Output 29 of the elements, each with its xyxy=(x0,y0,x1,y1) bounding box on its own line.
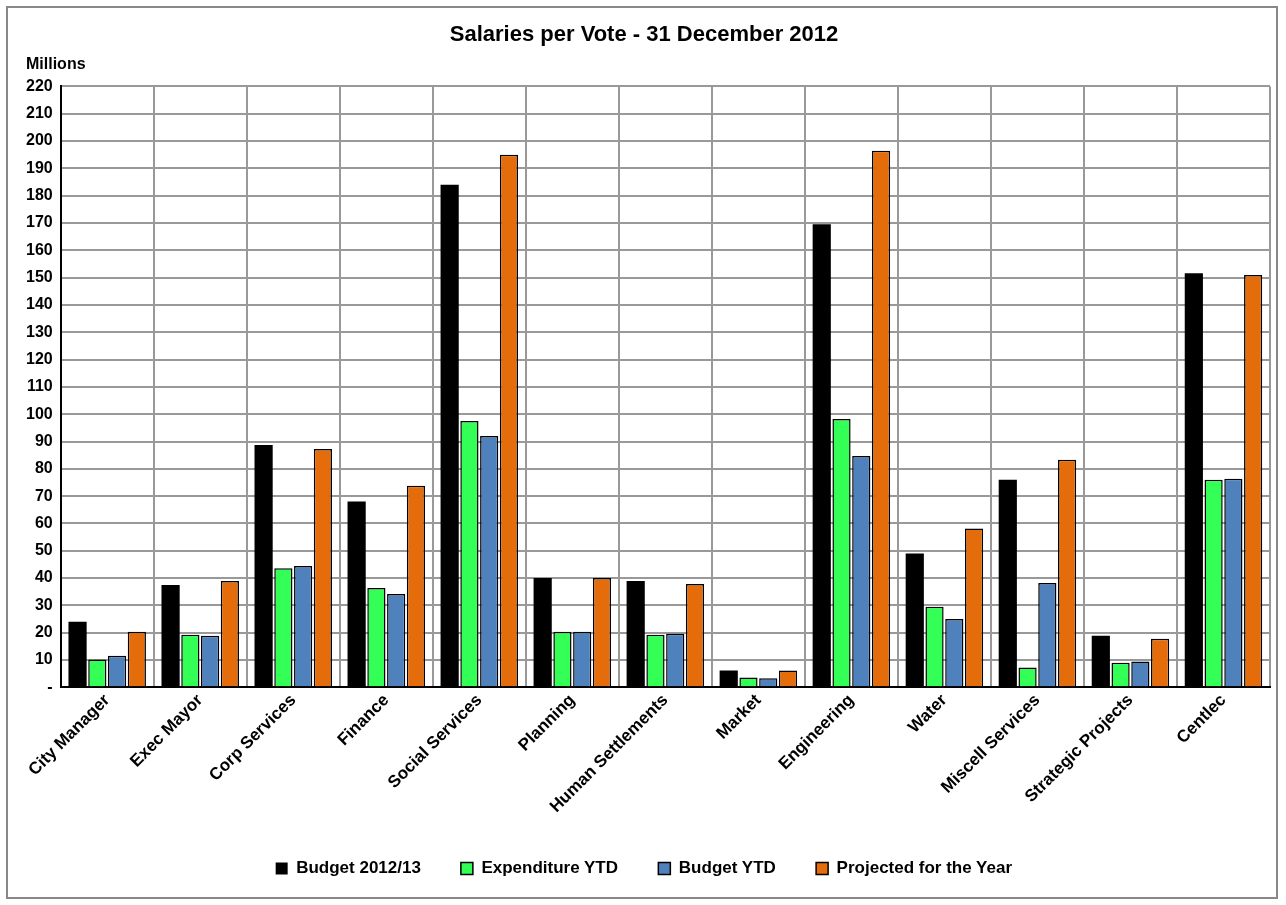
y-tick-label: 120 xyxy=(25,349,53,367)
y-tick-label: 170 xyxy=(25,213,53,231)
legend-label: Projected for the Year xyxy=(836,858,1013,878)
y-tick-label: 70 xyxy=(34,486,53,504)
y-axis-title: Millions xyxy=(26,54,86,72)
y-tick-label: 50 xyxy=(34,541,53,559)
y-tick-label: 210 xyxy=(25,104,53,122)
y-tick-label: 190 xyxy=(25,158,53,176)
y-tick-label: 30 xyxy=(34,595,53,613)
y-tick-label: 220 xyxy=(25,76,53,94)
y-tick-label: 60 xyxy=(34,513,53,531)
y-tick-label: 80 xyxy=(34,459,53,477)
y-tick-label: 90 xyxy=(34,431,53,449)
y-tick-label: 130 xyxy=(25,322,53,340)
y-tick-label: 140 xyxy=(25,295,53,313)
y-tick-label: 150 xyxy=(25,268,53,286)
legend-label: Budget YTD xyxy=(678,858,776,878)
y-tick-label: 40 xyxy=(34,568,53,586)
y-tick-label: 180 xyxy=(25,186,53,204)
y-tick-label: 200 xyxy=(25,131,53,149)
legend-label: Expenditure YTD xyxy=(481,858,619,878)
y-tick-label: 110 xyxy=(26,377,53,395)
chart-title: Salaries per Vote - 31 December 2012 xyxy=(449,21,839,47)
y-tick-label: 10 xyxy=(34,650,53,668)
y-tick-label: 20 xyxy=(34,623,53,641)
y-tick-label: - xyxy=(47,677,53,695)
y-tick-label: 160 xyxy=(25,240,53,258)
legend-label: Budget 2012/13 xyxy=(296,858,421,878)
y-tick-label: 100 xyxy=(25,404,53,422)
